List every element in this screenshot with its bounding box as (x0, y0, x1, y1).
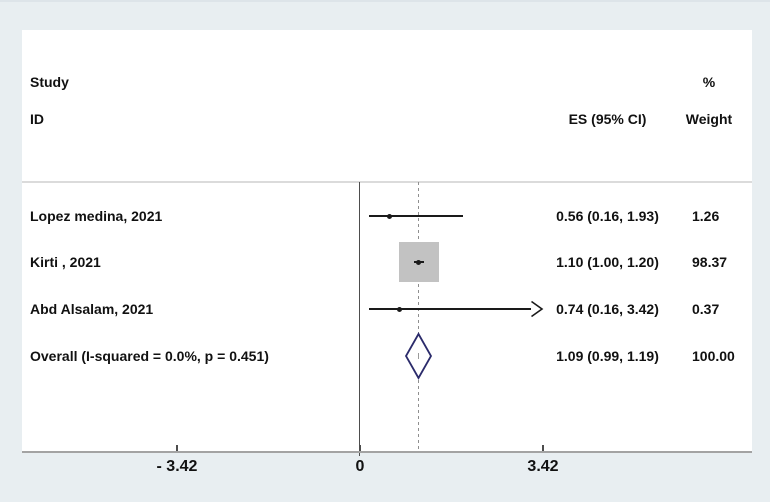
effect-size-dot (416, 259, 422, 265)
null-effect-line (359, 182, 360, 456)
pooled-estimate-line (418, 182, 419, 451)
axis-tick-label: 3.42 (527, 458, 559, 475)
study-label: Lopez medina, 2021 (30, 208, 163, 224)
effect-size-dot (387, 213, 393, 219)
top-edge-line (0, 0, 770, 2)
ci-clip-arrow-icon (531, 300, 544, 318)
es-ci-value: 1.10 (1.00, 1.20) (556, 254, 659, 270)
axis-tick-label: - 3.42 (156, 458, 198, 475)
ci-line (368, 308, 531, 310)
diamond-center-dash (417, 353, 420, 359)
x-axis-line (22, 451, 752, 453)
overall-label: Overall (I-squared = 0.0%, p = 0.451) (30, 348, 269, 364)
column-header-es-ci: ES (95% CI) (568, 111, 647, 127)
es-ci-value: 0.74 (0.16, 3.42) (556, 301, 659, 317)
es-ci-value: 0.56 (0.16, 1.93) (556, 208, 659, 224)
axis-tick-label: 0 (355, 458, 365, 475)
weight-value: 1.26 (692, 208, 720, 224)
study-label: Kirti , 2021 (30, 254, 101, 270)
es-ci-value: 1.09 (0.99, 1.19) (556, 348, 659, 364)
study-label: Abd Alsalam, 2021 (30, 301, 154, 317)
column-header-weight: Weight (685, 111, 733, 127)
header-separator (22, 181, 752, 183)
column-header-id: ID (30, 111, 44, 127)
weight-value: 0.37 (692, 301, 720, 317)
axis-tick (175, 445, 178, 451)
ci-line (368, 215, 464, 217)
axis-tick (542, 445, 544, 451)
weight-value: 98.37 (692, 254, 728, 270)
weight-value: 100.00 (692, 348, 735, 364)
axis-tick (359, 445, 361, 451)
column-header-percent: % (702, 74, 716, 90)
column-header-study: Study (30, 74, 69, 90)
plot-panel (22, 30, 752, 451)
effect-size-dot (397, 306, 403, 312)
